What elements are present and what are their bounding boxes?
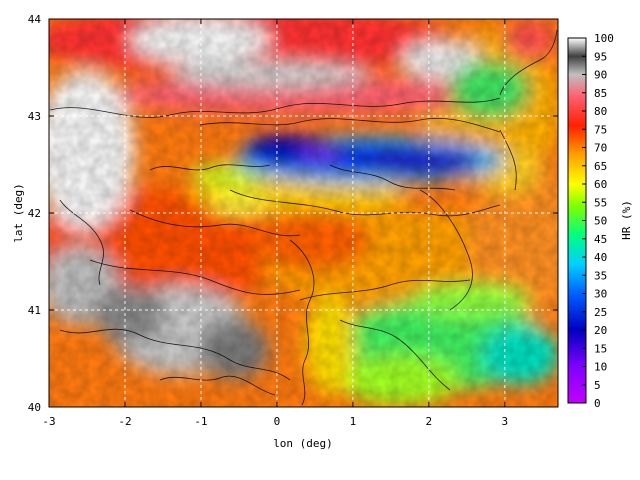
colorbar-tick-label: 80	[594, 105, 607, 118]
colorbar-tick-label: 100	[594, 32, 614, 45]
colorbar-label: HR (%)	[620, 200, 633, 240]
colorbar-tick-label: 40	[594, 251, 607, 264]
y-tick-label: 42	[28, 207, 41, 220]
colorbar-ticks: 1009590858075706560555045403530252015105…	[582, 32, 614, 410]
colorbar-tick-label: 50	[594, 215, 607, 228]
colorbar-tick-label: 20	[594, 324, 607, 337]
colorbar-tick-label: 5	[594, 379, 601, 392]
y-axis-label: lat (deg)	[12, 183, 25, 243]
x-tick-label: 1	[350, 415, 357, 428]
map-plot-area[interactable]	[20, 5, 570, 407]
y-tick-label: 43	[28, 110, 41, 123]
colorbar-tick-label: 90	[594, 69, 607, 82]
colorbar-tick-label: 45	[594, 233, 607, 246]
colorbar-tick-label: 15	[594, 342, 607, 355]
colorbar-tick-label: 35	[594, 269, 607, 282]
colorbar-tick-label: 0	[594, 397, 601, 410]
colorbar-tick-label: 95	[594, 50, 607, 63]
colorbar-tick-label: 75	[594, 123, 607, 136]
colorbar-tick-label: 55	[594, 196, 607, 209]
y-tick-label: 44	[28, 13, 42, 26]
y-tick-label: 41	[28, 304, 41, 317]
x-tick-label: -1	[194, 415, 207, 428]
colorbar-tick-label: 85	[594, 87, 607, 100]
x-tick-label: 2	[426, 415, 433, 428]
colorbar-tick-label: 65	[594, 160, 607, 173]
colorbar-tick-label: 25	[594, 306, 607, 319]
x-tick-label: -3	[42, 415, 55, 428]
x-axis-label: lon (deg)	[273, 437, 333, 450]
x-tick-label: 0	[274, 415, 281, 428]
colorbar-tick-label: 30	[594, 288, 607, 301]
colorbar: 1009590858075706560555045403530252015105…	[567, 32, 633, 410]
colorbar-tick-label: 10	[594, 361, 607, 374]
x-tick-label: 3	[502, 415, 509, 428]
x-axis-ticks: -3 -2 -1 0 1 2 3	[42, 19, 508, 428]
x-tick-label: -2	[118, 415, 131, 428]
terrain-contour-lines	[49, 29, 558, 406]
map-grid	[49, 19, 558, 407]
colorbar-tick-label: 70	[594, 142, 607, 155]
y-axis-ticks: 40 41 42 43 44	[28, 13, 558, 414]
colorbar-tick-label: 60	[594, 178, 607, 191]
y-tick-label: 40	[28, 401, 41, 414]
